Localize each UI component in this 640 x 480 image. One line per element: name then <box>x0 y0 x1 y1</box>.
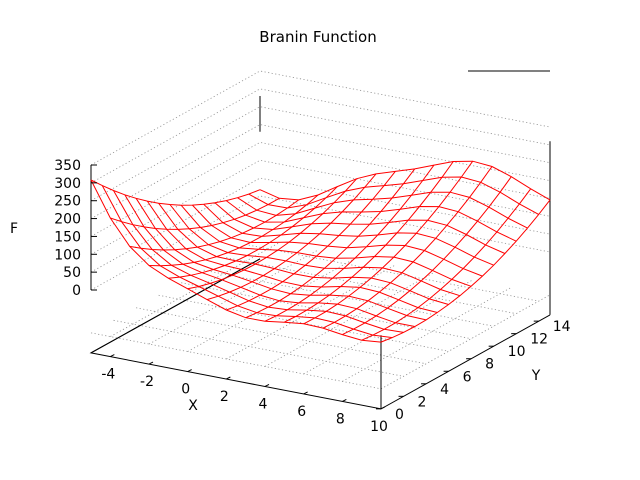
z-tick-label: 350 <box>54 158 81 174</box>
surface-mesh <box>90 160 551 343</box>
z-tick-label: 200 <box>54 212 81 228</box>
chart-title: Branin Function <box>259 28 376 46</box>
z-axis-label: F <box>10 221 18 237</box>
y-floor-grid-line <box>158 294 449 352</box>
y-tick-label: 4 <box>440 382 449 398</box>
surface-line-x <box>168 186 338 279</box>
z-grid-line <box>90 70 551 166</box>
z-tick-label: 300 <box>54 176 81 192</box>
y-tick-label: 14 <box>553 319 571 335</box>
y-floor-grid-line <box>181 282 472 340</box>
x-tick-mark <box>226 376 231 380</box>
surface-line-x <box>110 197 280 230</box>
surface-line-y <box>158 202 449 305</box>
surface-line-x <box>380 199 551 343</box>
z-grid-line <box>90 88 551 184</box>
surface-line-x <box>148 194 319 267</box>
surface-line-y <box>237 191 528 229</box>
surface-line-x <box>206 173 377 301</box>
surface-line-y <box>101 185 393 339</box>
y-floor-grid-line <box>90 332 382 390</box>
surface-line-y <box>248 176 539 215</box>
x-axis-label: X <box>188 398 198 414</box>
surface-line-y <box>135 198 427 321</box>
surface-line-x <box>361 188 532 341</box>
floor-axes <box>89 258 551 410</box>
x-tick-label: 6 <box>297 404 306 420</box>
z-tick-label: 50 <box>63 265 81 281</box>
x-tick-mark <box>380 406 386 410</box>
surface-line-y <box>180 204 472 287</box>
surface-line-x <box>342 176 512 336</box>
x-tick-label: 0 <box>181 382 190 398</box>
z-grid-line <box>90 177 551 273</box>
z-tick-label: 250 <box>54 194 81 210</box>
surface-line-x <box>129 199 299 251</box>
surface-line-y <box>259 160 551 201</box>
surface-line-y <box>113 190 404 333</box>
surface-line-x <box>226 171 396 311</box>
y-axis-label: Y <box>531 368 541 384</box>
surface-line-y <box>225 200 517 242</box>
surface-line-y <box>90 179 382 343</box>
surface-line-y <box>169 204 461 297</box>
x-tick-label: -2 <box>140 374 154 390</box>
surface-line-y <box>192 204 483 277</box>
surface-line-x <box>245 168 416 319</box>
x-tick-label: 8 <box>336 411 345 427</box>
surface-line-y <box>146 200 438 313</box>
z-tick-label: 0 <box>72 283 81 299</box>
surface-line-x <box>284 161 454 323</box>
z-grid-line <box>90 141 551 237</box>
y-floor-grid-line <box>113 319 404 377</box>
z-tick-label: 100 <box>54 247 81 263</box>
x-tick-mark <box>342 398 347 402</box>
x-tick-label: 4 <box>259 396 268 412</box>
x-tick-mark <box>187 369 192 372</box>
z-grid-line <box>90 106 551 202</box>
y-tick-label: 8 <box>485 357 494 373</box>
y-floor-grid-line <box>203 269 494 327</box>
z-grid-line <box>90 159 551 255</box>
surface-line-x <box>322 166 493 329</box>
surface-line-y <box>214 202 506 254</box>
surface-line-y <box>203 203 494 266</box>
x-tick-mark <box>110 354 115 358</box>
y-tick-label: 12 <box>530 332 548 348</box>
surface-line-x <box>303 160 474 325</box>
x-tick-mark <box>264 384 270 387</box>
surface-line-y <box>124 194 415 327</box>
x-tick-label: 2 <box>220 389 229 405</box>
y-floor-grid-line <box>135 307 427 365</box>
y-tick-label: 2 <box>418 394 427 410</box>
x-floor-grid-line <box>148 249 319 345</box>
back-floor-edge <box>90 258 261 354</box>
x-tick-mark <box>303 391 308 395</box>
back-grid <box>90 70 551 390</box>
y-tick-label: 0 <box>395 407 404 423</box>
x-tick-mark <box>148 361 154 365</box>
surface-line-x <box>264 164 435 322</box>
y-floor-grid-line <box>248 244 539 302</box>
y-tick-label: 10 <box>508 344 526 360</box>
x-floor-grid-line <box>110 242 280 337</box>
y-tick-label: 6 <box>463 369 472 385</box>
surface-line-x <box>187 178 358 290</box>
surface-line-x <box>90 179 261 206</box>
z-tick-label: 150 <box>54 229 81 245</box>
x-tick-label: -4 <box>101 367 115 383</box>
y-floor-grid-line <box>226 257 517 315</box>
x-tick-label: 10 <box>370 419 388 435</box>
